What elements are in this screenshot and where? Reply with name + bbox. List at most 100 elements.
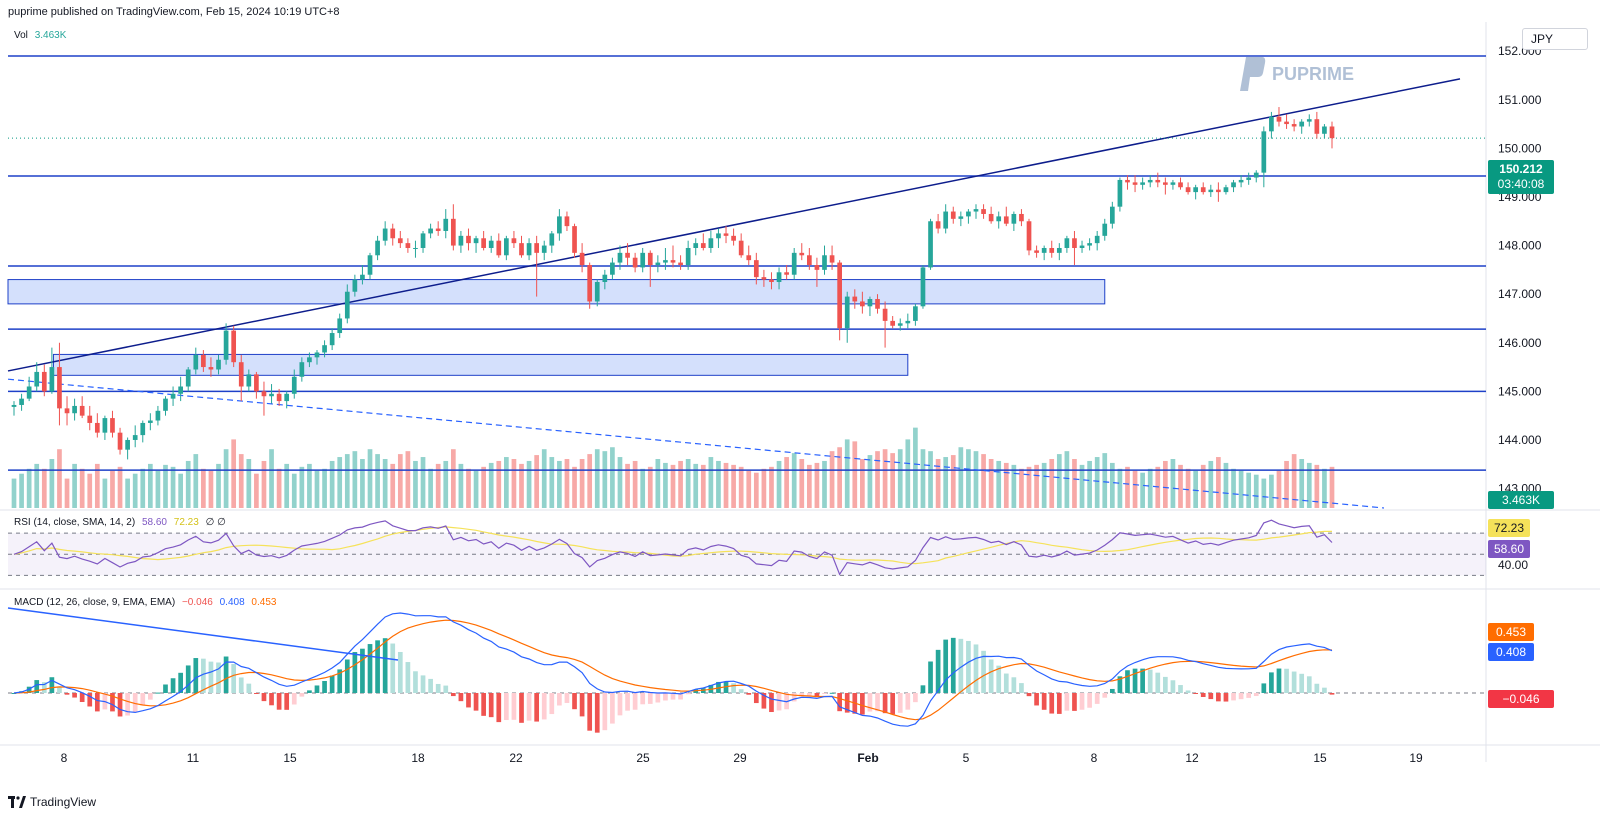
volume-bar	[299, 466, 305, 508]
macd-histogram-bar	[216, 662, 221, 693]
candle-body	[557, 216, 562, 234]
candle-body	[87, 415, 93, 423]
falling-dashed-trendline	[7, 378, 1385, 509]
macd-histogram-bar	[935, 649, 941, 693]
macd-histogram-bar	[670, 693, 676, 700]
volume-bar	[913, 427, 918, 508]
candle-body	[1314, 119, 1320, 134]
candle-body	[981, 209, 986, 214]
candle-body	[610, 262, 615, 275]
candle-body	[481, 238, 486, 248]
volume-bar	[344, 454, 350, 508]
macd-histogram-bar	[594, 693, 600, 733]
volume-bar	[890, 453, 896, 508]
candle-body	[860, 301, 865, 307]
last-price-value: 150.212	[1499, 162, 1543, 176]
candle-body	[117, 432, 123, 450]
macd-histogram-bar	[973, 644, 979, 693]
candle-body	[905, 320, 911, 324]
candle-body	[731, 235, 736, 241]
candle-body	[943, 211, 949, 229]
candle-body	[170, 393, 176, 399]
macd-histogram-bar	[11, 693, 17, 694]
volume-bar	[193, 454, 199, 508]
macd-histogram-bar	[1223, 693, 1229, 702]
volume-bar	[981, 454, 986, 508]
candle-body	[663, 260, 668, 263]
tradingview-footer[interactable]: TradingView	[8, 795, 96, 809]
candle-body	[776, 272, 782, 283]
volume-bar	[1072, 459, 1077, 508]
candle-body	[11, 404, 17, 407]
volume-bar	[117, 466, 123, 508]
candle-body	[882, 308, 888, 321]
candle-body	[352, 279, 358, 292]
macd-histogram-bar	[647, 693, 653, 704]
candle-body	[572, 226, 577, 253]
volume-bar	[1314, 464, 1320, 508]
rsi-label: RSI (14, close, SMA, 14, 2) 58.60 72.23 …	[14, 517, 226, 528]
macd-histogram-bar	[557, 693, 562, 706]
candle-body	[587, 265, 593, 302]
candle-body	[1216, 189, 1221, 193]
candle-body	[511, 238, 517, 244]
candle-body	[1170, 182, 1176, 185]
macd-histogram-bar	[458, 693, 464, 702]
volume-bar	[1056, 454, 1062, 508]
macd-histogram-bar	[261, 693, 267, 702]
candle-body	[996, 216, 1002, 222]
candle-body	[1284, 121, 1289, 125]
macd-histogram-bar	[504, 693, 509, 721]
volume-bar	[11, 478, 17, 508]
puprime-watermark: PUPRIME	[1232, 55, 1354, 93]
macd-histogram-bar	[526, 693, 532, 721]
volume-bar	[632, 460, 638, 508]
volume-bar	[708, 457, 714, 508]
macd-histogram-bar	[79, 693, 85, 702]
rsi-sma-tag: 72.23	[1488, 519, 1530, 537]
volume-bar	[1253, 474, 1259, 508]
macd-histogram-bar	[269, 693, 274, 706]
volume-bar	[216, 463, 221, 508]
vol-value: 3.463K	[34, 30, 67, 41]
macd-histogram-bar	[981, 650, 986, 693]
tradingview-footer-text: TradingView	[30, 795, 97, 809]
macd-histogram-bar	[920, 685, 926, 693]
candle-body	[1041, 247, 1047, 253]
volume-bar	[557, 460, 562, 508]
candle-body	[337, 318, 343, 334]
currency-selector-button[interactable]: JPY	[1522, 28, 1588, 50]
macd-histogram-bar	[867, 693, 873, 712]
macd-histogram-bar	[1109, 688, 1115, 693]
volume-bar	[1109, 462, 1115, 508]
candle-body	[413, 247, 418, 249]
macd-histogram-bar	[791, 693, 797, 702]
support-zone	[7, 279, 1106, 305]
macd-histogram-bar	[1253, 693, 1259, 697]
candle-body	[49, 367, 55, 392]
volume-bar	[375, 454, 380, 508]
macd-histogram-bar	[375, 640, 380, 693]
volume-bar	[579, 459, 585, 508]
volume-bar	[49, 459, 55, 508]
macd-histogram-bar	[761, 693, 767, 709]
macd-label: MACD (12, 26, close, 9, EMA, EMA) −0.046…	[14, 597, 276, 608]
candle-body	[1140, 182, 1145, 185]
candle-body	[1193, 187, 1199, 193]
macd-histogram-bar	[193, 658, 199, 693]
candle-body	[1238, 179, 1244, 183]
macd-hist-value: −0.046	[181, 597, 213, 608]
candle-body	[443, 218, 449, 231]
candle-body	[1208, 189, 1214, 193]
volume-bar	[1291, 454, 1297, 508]
volume-bar	[1049, 459, 1055, 508]
volume-bar	[79, 468, 85, 508]
candle-body	[1094, 235, 1100, 244]
candle-body	[1034, 250, 1039, 253]
macd-histogram-bar	[34, 680, 40, 693]
macd-histogram-bar	[1170, 680, 1176, 693]
macd-histogram-bar	[1049, 693, 1055, 714]
volume-bar	[950, 455, 956, 508]
macd-histogram-bar	[238, 677, 244, 693]
